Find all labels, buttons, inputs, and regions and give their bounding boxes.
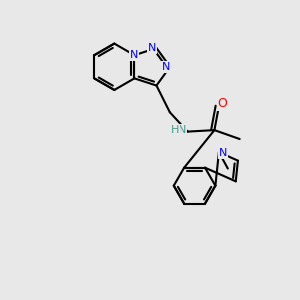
Text: N: N bbox=[178, 125, 187, 135]
Text: N: N bbox=[161, 62, 170, 72]
Text: N: N bbox=[130, 50, 138, 60]
Text: H: H bbox=[171, 125, 179, 135]
Text: N: N bbox=[148, 43, 156, 53]
Text: N: N bbox=[219, 148, 228, 158]
Text: O: O bbox=[218, 97, 227, 110]
